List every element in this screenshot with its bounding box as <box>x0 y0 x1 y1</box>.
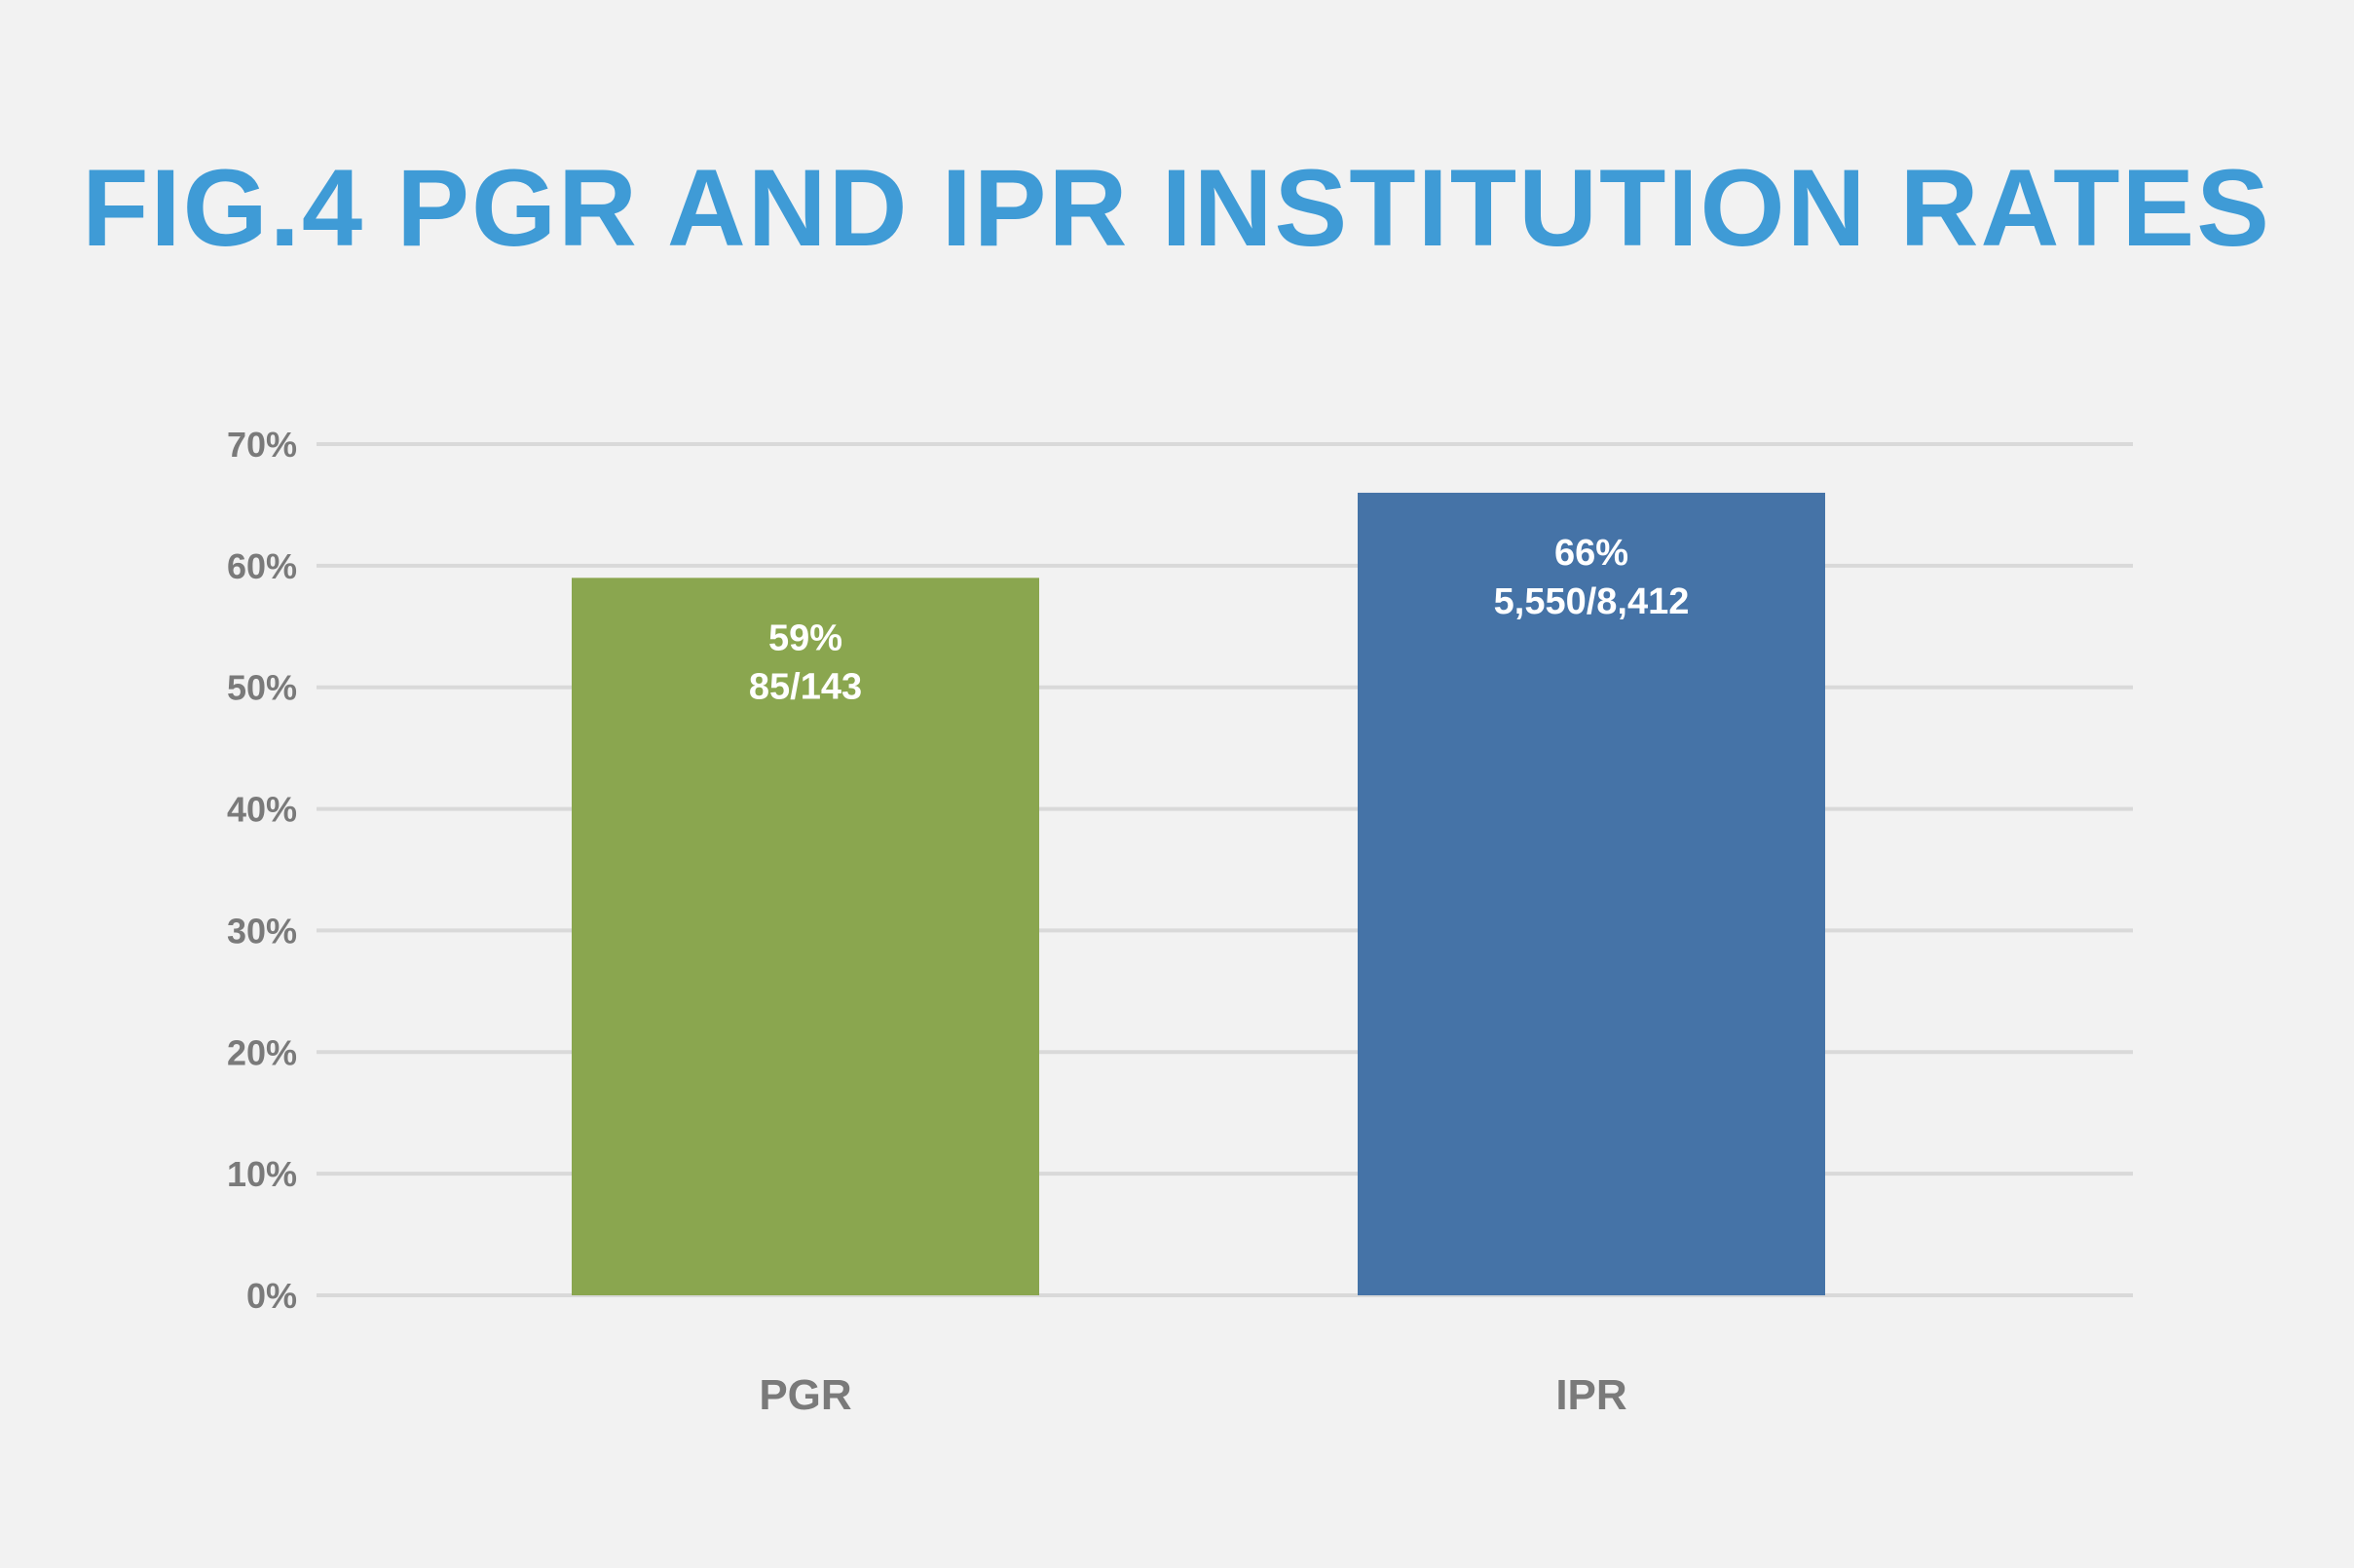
y-tick-label: 30% <box>227 911 297 951</box>
bar-data-label: 85/143 <box>749 666 862 707</box>
y-tick-label: 50% <box>227 668 297 708</box>
y-tick-label: 70% <box>227 425 297 465</box>
x-axis-categories: PGR IPR <box>759 1371 1626 1419</box>
y-tick-label: 10% <box>227 1154 297 1194</box>
y-tick-label: 0% <box>246 1276 297 1316</box>
bar-data-label: 59% <box>768 617 842 658</box>
y-tick-label: 60% <box>227 546 297 586</box>
bar-ipr <box>1358 492 1825 1295</box>
bar-data-label: 66% <box>1554 533 1628 574</box>
bars <box>572 492 1825 1295</box>
bar-data-labels: 59% 85/143 66% 5,550/8,412 <box>749 533 1689 707</box>
y-tick-label: 20% <box>227 1032 297 1072</box>
x-category-label: IPR <box>1555 1371 1626 1419</box>
x-category-label: PGR <box>759 1371 851 1419</box>
chart-title: FIG.4 PGR AND IPR INSTITUTION RATES <box>82 147 2271 269</box>
y-tick-label: 40% <box>227 790 297 830</box>
bar-data-label: 5,550/8,412 <box>1494 581 1690 622</box>
bar-pgr <box>572 578 1039 1295</box>
y-axis-ticks: 0% 10% 20% 30% 40% 50% 60% 70% <box>227 425 297 1316</box>
